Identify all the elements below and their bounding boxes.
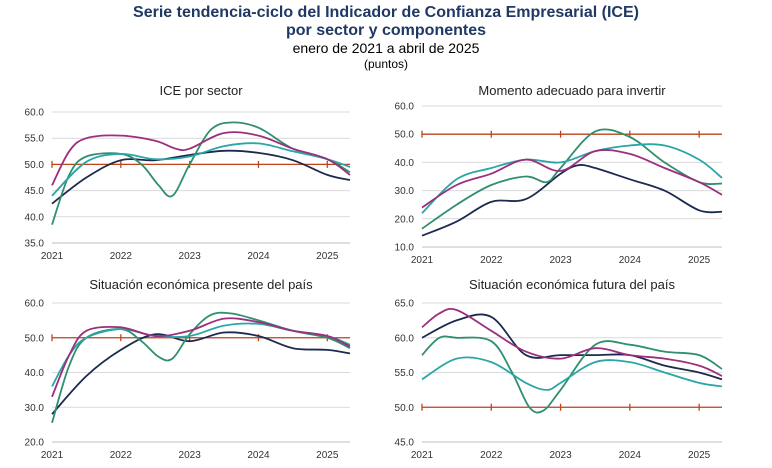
series-line (51, 131, 351, 186)
y-tick-label: 50.0 (395, 403, 415, 414)
series-line (421, 164, 723, 237)
x-tick-label: 2025 (316, 450, 339, 461)
unit-label: (puntos) (363, 57, 409, 71)
y-tick-label: 20.0 (395, 214, 415, 225)
x-tick-label: 2023 (179, 251, 202, 262)
series-line (51, 149, 351, 205)
chart-subtitle: enero de 2021 a abril de 2025 (292, 40, 480, 56)
y-tick-label: 30.0 (395, 186, 415, 197)
series-line (51, 142, 351, 197)
x-tick-label: 2021 (411, 450, 434, 461)
x-tick-label: 2025 (688, 255, 711, 266)
series-line (51, 331, 351, 415)
series-line (421, 149, 723, 209)
x-tick-label: 2023 (549, 255, 572, 266)
y-tick-label: 60.0 (395, 333, 415, 344)
y-tick-label: 55.0 (395, 368, 415, 379)
y-tick-label: 50.0 (395, 130, 415, 141)
y-tick-label: 60.0 (25, 108, 45, 119)
x-tick-label: 2024 (619, 450, 642, 461)
x-tick-label: 2025 (688, 450, 711, 461)
x-tick-label: 2024 (247, 450, 270, 461)
y-tick-label: 35.0 (25, 239, 45, 250)
series-line (51, 317, 351, 398)
y-tick-label: 45.0 (25, 186, 45, 197)
y-tick-label: 60.0 (395, 102, 415, 113)
panel-title: ICE por sector (159, 83, 243, 98)
series-line (421, 143, 723, 214)
series-line (421, 313, 723, 381)
x-tick-label: 2024 (247, 251, 270, 262)
x-tick-label: 2021 (411, 255, 434, 266)
chart-title: Serie tendencia-ciclo del Indicador de C… (133, 4, 639, 21)
x-tick-label: 2022 (110, 251, 133, 262)
y-tick-label: 45.0 (395, 438, 415, 449)
x-tick-label: 2021 (41, 251, 64, 262)
panel-title: Situación económica presente del país (89, 277, 313, 292)
series-line (421, 128, 723, 230)
x-tick-label: 2023 (549, 450, 572, 461)
y-tick-label: 55.0 (25, 134, 45, 145)
panel-title: Situación económica futura del país (469, 277, 675, 292)
y-tick-label: 30.0 (25, 403, 45, 414)
series-line (421, 335, 723, 414)
x-tick-label: 2023 (179, 450, 202, 461)
x-tick-label: 2025 (316, 251, 339, 262)
x-tick-label: 2022 (110, 450, 133, 461)
y-tick-label: 20.0 (25, 438, 45, 449)
y-tick-label: 60.0 (25, 299, 45, 310)
x-tick-label: 2024 (619, 255, 642, 266)
y-tick-label: 40.0 (25, 212, 45, 223)
x-tick-label: 2022 (480, 450, 503, 461)
x-tick-label: 2021 (41, 450, 64, 461)
y-tick-label: 40.0 (25, 368, 45, 379)
y-tick-label: 65.0 (395, 299, 415, 310)
x-tick-label: 2022 (480, 255, 503, 266)
chart-title-line2: por sector y componentes (285, 22, 487, 39)
y-tick-label: 50.0 (25, 333, 45, 344)
y-tick-label: 10.0 (395, 243, 415, 254)
y-tick-label: 40.0 (395, 158, 415, 169)
series-line (421, 356, 723, 391)
series-line (421, 308, 723, 377)
y-tick-label: 50.0 (25, 160, 45, 171)
panel-title: Momento adecuado para invertir (478, 83, 666, 98)
